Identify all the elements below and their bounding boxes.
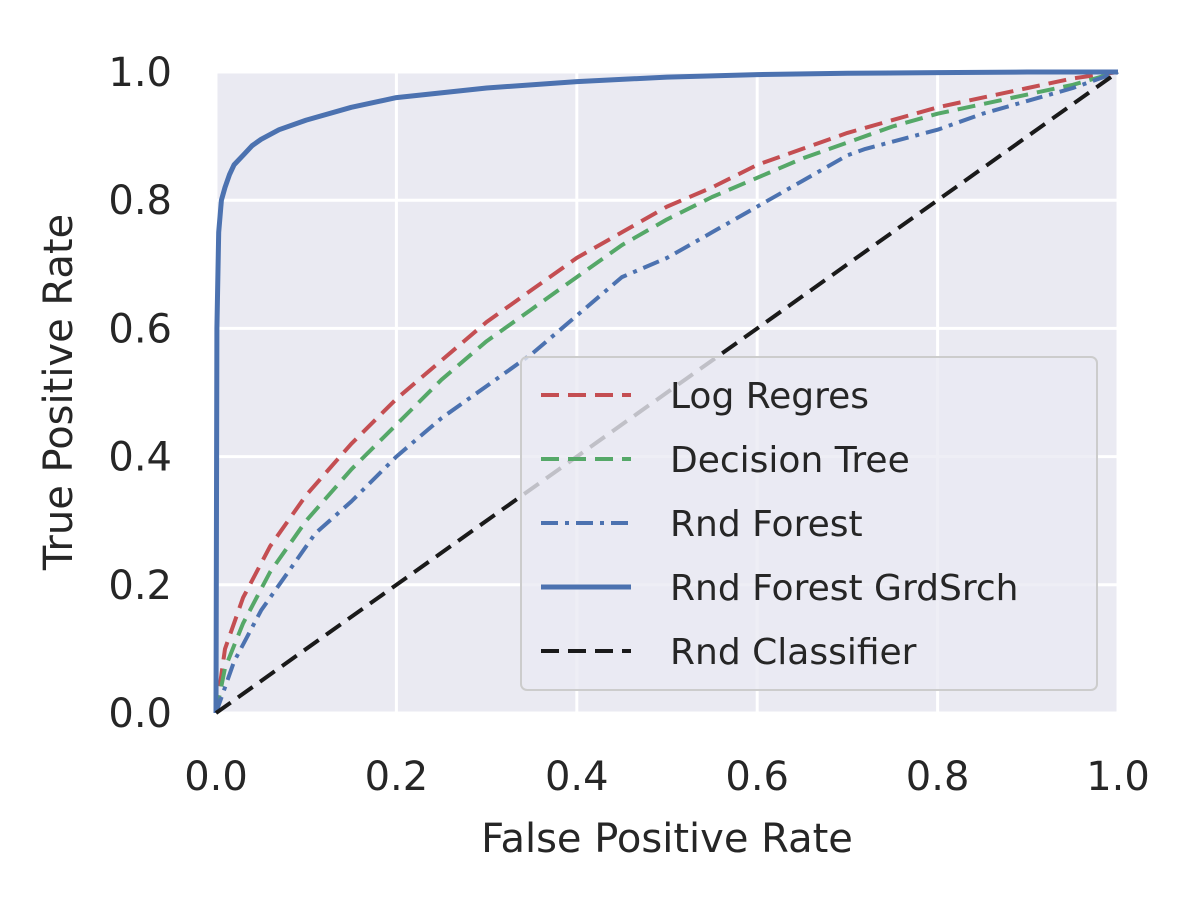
x-axis-label: False Positive Rate (481, 816, 853, 862)
y-tick-label: 1.0 (108, 50, 172, 96)
x-tick-label: 0.2 (365, 754, 429, 800)
legend-label: Decision Tree (670, 440, 910, 481)
series-lines (213, 69, 1120, 715)
legend-label: Rnd Forest GrdSrch (670, 568, 1018, 609)
tick-labels: 0.0 0.2 0.4 0.6 0.8 1.0 0.0 0.2 0.4 0.6 0.8 1.0 (108, 50, 1149, 800)
y-tick-label: 0.6 (108, 306, 172, 352)
legend-label: Rnd Classifier (670, 632, 917, 673)
series-line-2 (214, 70, 1119, 714)
series-line-3 (213, 69, 1118, 714)
series-line-1 (214, 70, 1119, 714)
y-axis-label: True Positive Rate (36, 214, 82, 571)
y-tick-label: 0.0 (108, 691, 172, 737)
legend-label: Log Regres (670, 376, 869, 417)
y-tick-label: 0.8 (108, 178, 172, 224)
series-line-0 (214, 70, 1119, 714)
x-tick-label: 0.6 (725, 754, 789, 800)
x-tick-label: 0.0 (184, 754, 248, 800)
legend-box (520, 356, 1098, 691)
x-tick-label: 0.4 (545, 754, 609, 800)
legend: Log Regres Decision Tree Rnd Forest Rnd For… (520, 356, 1098, 691)
x-tick-label: 1.0 (1086, 754, 1150, 800)
y-tick-label: 0.2 (108, 563, 172, 609)
legend-label: Rnd Forest (670, 504, 863, 545)
x-tick-label: 0.8 (906, 754, 970, 800)
y-tick-label: 0.4 (108, 435, 172, 481)
